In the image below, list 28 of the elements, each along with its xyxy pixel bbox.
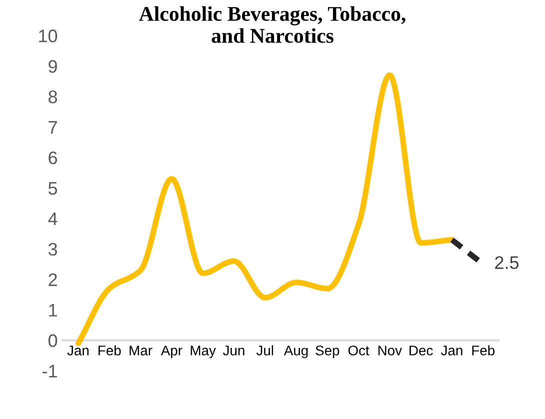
y-tick-label: 8 [48,90,58,104]
x-tick-label: Aug [284,346,308,358]
y-tick-label: 9 [48,60,57,73]
y-tick-label: 7 [48,121,57,134]
y-tick-label: 1 [49,304,57,316]
y-tick-label: 2 [48,273,57,286]
x-tick-label: Nov [378,346,402,356]
x-tick-label: Jan [67,346,89,356]
x-tick-label: Oct [348,346,370,356]
y-tick-label: 4 [48,212,58,225]
x-tick-label: Sep [316,346,340,358]
y-tick-label: 3 [48,242,58,256]
x-tick-label: Feb [98,345,121,356]
y-tick-label: 5 [48,182,58,195]
x-tick-label: Dec [410,346,433,356]
x-tick-label: Jul [256,345,274,356]
x-tick-label: Feb [472,345,494,356]
data-label: 2.5 [495,256,519,270]
x-tick-label: Apr [160,346,182,358]
x-tick-label: Mar [130,346,152,356]
y-tick-label: 0 [48,334,58,348]
y-tick-label: -1 [42,364,57,378]
y-tick-label: 6 [48,151,58,164]
chart-title: Alcoholic Beverages, Tobacco, and Narcotics [139,6,406,43]
x-tick-label: Jan [440,346,462,356]
x-tick-label: May [190,346,216,358]
y-tick-label: 10 [39,30,58,42]
x-tick-label: Jun [222,346,244,356]
